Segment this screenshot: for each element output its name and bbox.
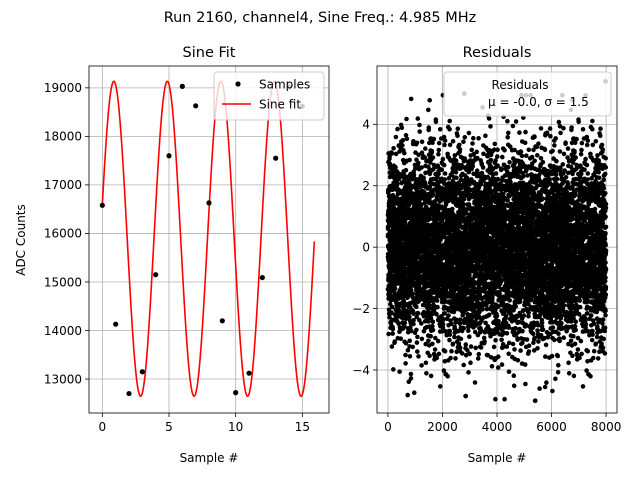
residuals-y-tick-label: −4 <box>352 363 370 377</box>
residuals-x-tick-label: 0 <box>384 420 392 434</box>
sine-fit-y-ticks: 13000 14000 15000 16000 17000 18000 19000 <box>44 81 89 386</box>
residual-outlier-point <box>463 393 469 399</box>
sine-fit-title: Sine Fit <box>183 45 236 61</box>
sample-point <box>193 103 199 109</box>
sample-point <box>139 369 145 375</box>
sine-fit-x-tick-label: 0 <box>99 420 107 434</box>
residuals-chart: Residuals 0 2000 4000 6000 8000 −4 −2 0 2 4 Samp… <box>352 45 621 465</box>
residuals-y-tick-label: 2 <box>362 179 370 193</box>
residuals-x-tick-label: 2000 <box>427 420 458 434</box>
sine-fit-y-tick-label: 19000 <box>44 81 82 95</box>
sine-fit-y-tick-label: 13000 <box>44 372 82 386</box>
sample-point <box>259 274 265 281</box>
residuals-title: Residuals <box>463 45 532 61</box>
sine-fit-x-tick-label: 15 <box>295 420 310 434</box>
residuals-y-tick-label: 0 <box>362 240 370 254</box>
sample-point <box>273 155 279 161</box>
sine-fit-ylabel: ADC Counts <box>14 204 28 276</box>
sine-fit-grid <box>89 66 329 413</box>
sine-fit-x-ticks: 0 5 10 15 <box>99 413 310 434</box>
residuals-legend-stats: μ = -0.0, σ = 1.5 <box>488 95 589 109</box>
sample-point <box>179 83 185 89</box>
sample-point <box>246 370 252 376</box>
sample-point <box>219 318 225 324</box>
sine-fit-axes-frame <box>88 65 330 414</box>
residuals-legend: Residuals μ = -0.0, σ = 1.5 <box>443 71 612 117</box>
sample-point <box>113 321 119 327</box>
residuals-legend-title: Residuals <box>492 78 549 92</box>
sine-fit-x-tick-label: 10 <box>228 420 243 434</box>
residuals-points-layer <box>385 78 609 404</box>
residuals-y-ticks: −4 −2 0 2 4 <box>352 118 377 377</box>
sample-point <box>166 153 172 159</box>
sine-fit-y-tick-label: 16000 <box>44 227 82 241</box>
legend-samples-label: Samples <box>259 78 310 92</box>
sample-point <box>126 390 132 397</box>
residuals-x-tick-label: 4000 <box>482 420 513 434</box>
sine-fit-y-tick-label: 14000 <box>44 324 82 338</box>
sample-point <box>99 202 105 208</box>
sine-fit-y-tick-label: 18000 <box>44 130 82 144</box>
sine-fit-y-tick-label: 15000 <box>44 275 82 289</box>
sine-fit-xlabel: Sample # <box>180 451 239 465</box>
residual-outlier-point <box>532 398 538 404</box>
sine-fit-y-tick-label: 17000 <box>44 178 82 192</box>
legend-samples-marker <box>235 81 241 87</box>
sine-fit-chart: Sine Fit 0 5 10 15 13000 14000 15000 16000 1700… <box>14 45 330 465</box>
sample-point <box>153 272 159 278</box>
sample-point <box>233 390 239 396</box>
sample-point <box>206 200 212 206</box>
legend-fit-label: Sine fit <box>259 98 301 112</box>
sine-fit-x-tick-label: 5 <box>165 420 173 434</box>
residuals-x-tick-label: 8000 <box>591 420 622 434</box>
sine-fit-legend-box <box>213 71 325 121</box>
sine-fit-legend: Samples Sine fit <box>213 71 325 121</box>
residuals-y-tick-label: −2 <box>352 302 370 316</box>
residual-points <box>385 92 609 402</box>
residuals-xlabel: Sample # <box>468 451 527 465</box>
residuals-legend-box <box>443 71 612 117</box>
residuals-x-ticks: 0 2000 4000 6000 8000 <box>384 413 621 434</box>
figure-suptitle: Run 2160, channel4, Sine Freq.: 4.985 MH… <box>164 10 477 26</box>
residuals-y-tick-label: 4 <box>362 118 370 132</box>
residuals-x-tick-label: 6000 <box>536 420 567 434</box>
